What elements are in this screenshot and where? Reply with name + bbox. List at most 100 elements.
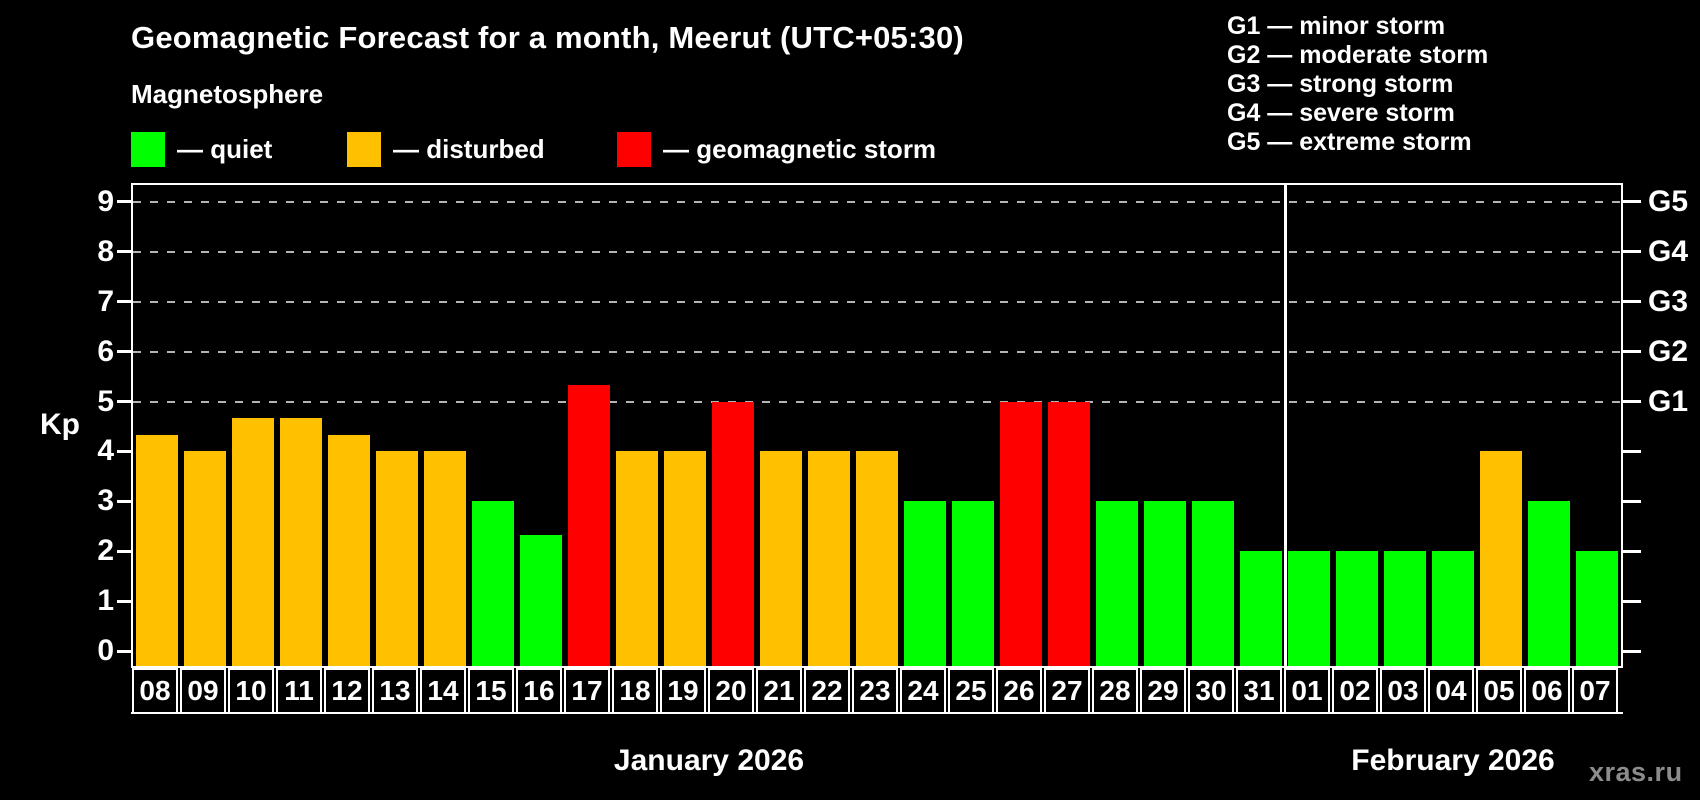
gridline-kp8 xyxy=(133,250,1621,253)
right-axis-tick-2 xyxy=(1623,549,1641,553)
kp-bar-21 xyxy=(760,451,802,666)
day-label-09: 09 xyxy=(180,668,226,714)
storm-swatch-icon xyxy=(617,132,651,167)
month-label-january: January 2026 xyxy=(613,744,805,777)
kp-bar-01 xyxy=(1288,551,1330,666)
day-label-27: 27 xyxy=(1044,668,1090,714)
g-scale-label-g3: G3 xyxy=(1648,284,1689,318)
day-label-13: 13 xyxy=(372,668,418,714)
day-label-23: 23 xyxy=(852,668,898,714)
quiet-swatch-icon xyxy=(131,132,165,167)
kp-bar-30 xyxy=(1192,501,1234,666)
g-scale-label-g4: G4 xyxy=(1648,234,1689,268)
day-label-14: 14 xyxy=(420,668,466,714)
kp-bar-05 xyxy=(1480,451,1522,666)
legend-label-storm: — geomagnetic storm xyxy=(663,134,937,164)
g3-legend-line: G3 — strong storm xyxy=(1227,70,1454,98)
kp-bar-06 xyxy=(1528,501,1570,666)
day-label-18: 18 xyxy=(612,668,658,714)
y-axis-tick-7 xyxy=(117,300,131,304)
legend-item-disturbed: — disturbed xyxy=(347,131,545,168)
gridline-kp6 xyxy=(133,350,1621,353)
plot-area xyxy=(131,183,1623,668)
kp-bar-12 xyxy=(328,434,370,666)
xras-watermark-link[interactable]: xras.ru xyxy=(1589,757,1683,787)
y-axis-tick-3 xyxy=(117,499,131,503)
kp-bar-17 xyxy=(568,385,610,666)
kp-bar-31 xyxy=(1240,551,1282,666)
kp-bar-04 xyxy=(1432,551,1474,666)
y-axis-title: Kp xyxy=(40,408,80,441)
day-label-31: 31 xyxy=(1236,668,1282,714)
day-row-baseline xyxy=(131,712,1623,714)
day-label-20: 20 xyxy=(708,668,754,714)
day-label-04: 04 xyxy=(1428,668,1474,714)
kp-bar-09 xyxy=(184,451,226,666)
y-axis-tick-9 xyxy=(117,200,131,204)
right-axis-tick-9 xyxy=(1623,200,1641,204)
day-label-30: 30 xyxy=(1188,668,1234,714)
g-scale-legend: G1 — minor storm G2 — moderate storm G3 … xyxy=(1227,12,1488,157)
chart-title: Geomagnetic Forecast for a month, Meerut… xyxy=(131,20,964,55)
day-label-29: 29 xyxy=(1140,668,1186,714)
day-label-03: 03 xyxy=(1380,668,1426,714)
y-axis-tick-6 xyxy=(117,350,131,354)
y-axis-tick-label-0: 0 xyxy=(97,634,114,668)
kp-bar-23 xyxy=(856,451,898,666)
month-label-february: February 2026 xyxy=(1351,744,1555,777)
kp-bar-15 xyxy=(472,501,514,666)
kp-bar-26 xyxy=(1000,401,1042,666)
legend-label-quiet: — quiet xyxy=(177,134,273,164)
day-label-19: 19 xyxy=(660,668,706,714)
g-scale-label-g2: G2 xyxy=(1648,334,1689,368)
right-axis-tick-6 xyxy=(1623,350,1641,354)
day-label-02: 02 xyxy=(1332,668,1378,714)
y-axis-tick-label-3: 3 xyxy=(97,484,114,518)
right-axis-tick-1 xyxy=(1623,599,1641,603)
legend-label-disturbed: — disturbed xyxy=(393,134,545,164)
disturbed-swatch-icon xyxy=(347,132,381,167)
kp-bar-24 xyxy=(904,501,946,666)
y-axis-tick-label-8: 8 xyxy=(97,234,114,268)
kp-bar-13 xyxy=(376,451,418,666)
kp-bar-10 xyxy=(232,418,274,666)
kp-bar-25 xyxy=(952,501,994,666)
kp-bar-29 xyxy=(1144,501,1186,666)
y-axis-tick-4 xyxy=(117,449,131,453)
kp-bar-11 xyxy=(280,418,322,666)
y-axis-tick-0 xyxy=(117,649,131,653)
g4-legend-line: G4 — severe storm xyxy=(1227,99,1455,127)
magnetosphere-label: Magnetosphere xyxy=(131,79,324,109)
gridline-kp9 xyxy=(133,200,1621,203)
gridline-kp5 xyxy=(133,400,1621,403)
y-axis-tick-label-6: 6 xyxy=(97,334,114,368)
day-label-28: 28 xyxy=(1092,668,1138,714)
y-axis-tick-label-7: 7 xyxy=(97,284,114,318)
day-label-08: 08 xyxy=(132,668,178,714)
right-axis-tick-7 xyxy=(1623,300,1641,304)
day-label-01: 01 xyxy=(1284,668,1330,714)
kp-bar-20 xyxy=(712,401,754,666)
legend-item-quiet: — quiet xyxy=(131,131,272,168)
kp-bar-27 xyxy=(1048,401,1090,666)
g1-legend-line: G1 — minor storm xyxy=(1227,12,1446,40)
day-label-12: 12 xyxy=(324,668,370,714)
y-axis-tick-8 xyxy=(117,250,131,254)
kp-bar-08 xyxy=(136,434,178,666)
month-separator-line xyxy=(1283,185,1287,666)
legend-item-storm: — geomagnetic storm xyxy=(617,131,936,168)
day-label-16: 16 xyxy=(516,668,562,714)
kp-bar-02 xyxy=(1336,551,1378,666)
kp-bar-18 xyxy=(616,451,658,666)
right-axis-tick-5 xyxy=(1623,400,1641,404)
day-label-05: 05 xyxy=(1476,668,1522,714)
day-label-25: 25 xyxy=(948,668,994,714)
g-scale-label-g5: G5 xyxy=(1648,184,1689,218)
y-axis-tick-label-9: 9 xyxy=(97,184,114,218)
y-axis-tick-2 xyxy=(117,549,131,553)
right-axis-tick-4 xyxy=(1623,449,1641,453)
right-axis-tick-0 xyxy=(1623,649,1641,653)
y-axis-tick-1 xyxy=(117,599,131,603)
gridline-kp7 xyxy=(133,300,1621,303)
day-label-06: 06 xyxy=(1524,668,1570,714)
